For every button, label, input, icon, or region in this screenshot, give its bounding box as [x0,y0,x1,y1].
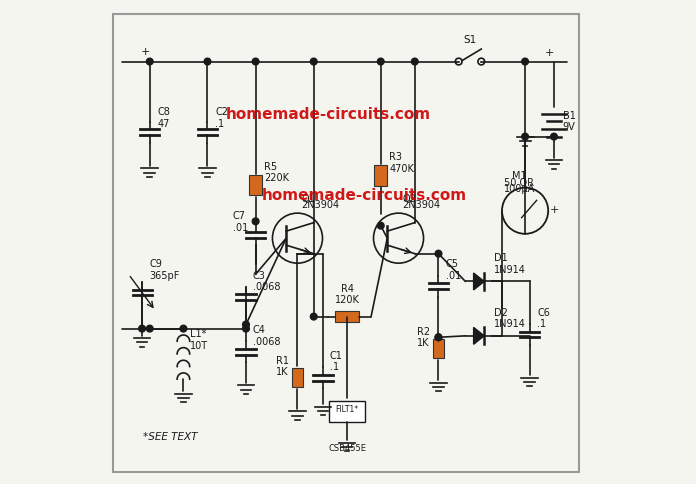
Text: 2N3904: 2N3904 [402,200,441,211]
Text: 50 OR: 50 OR [505,178,535,188]
Text: R4
120K: R4 120K [335,284,359,305]
Polygon shape [473,273,484,290]
Circle shape [435,334,442,341]
FancyBboxPatch shape [329,401,365,422]
FancyBboxPatch shape [335,311,358,322]
Text: C7
.01: C7 .01 [232,212,248,233]
Text: 100μA: 100μA [504,184,535,195]
Text: +: + [544,48,554,58]
Text: R1
1K: R1 1K [276,356,290,378]
Text: Q1: Q1 [301,194,315,204]
Circle shape [146,58,153,65]
Text: D1
1N914: D1 1N914 [494,253,526,275]
Text: R3
470K: R3 470K [389,152,414,174]
Circle shape [243,325,249,332]
Circle shape [146,325,153,332]
Text: S1: S1 [463,35,476,45]
Text: +: + [551,205,560,215]
Text: L1*
10T: L1* 10T [190,330,208,351]
Circle shape [435,334,442,341]
Circle shape [252,58,259,65]
Text: C4
.0068: C4 .0068 [253,325,280,347]
Text: C8
47: C8 47 [157,107,171,129]
Text: CSB455E: CSB455E [328,444,366,453]
FancyBboxPatch shape [433,339,444,359]
Text: homemade-circuits.com: homemade-circuits.com [226,107,430,122]
FancyBboxPatch shape [292,368,303,387]
Text: M1: M1 [512,171,527,182]
Circle shape [522,133,528,140]
Circle shape [522,58,528,65]
Circle shape [377,58,384,65]
Text: C6
.1: C6 .1 [537,307,550,329]
Circle shape [310,58,317,65]
Text: *SEE TEXT: *SEE TEXT [143,432,198,442]
Circle shape [435,250,442,257]
Text: R2
1K: R2 1K [418,327,430,348]
Text: C3
.0068: C3 .0068 [253,271,280,292]
Text: R5
220K: R5 220K [264,162,290,183]
Text: C5
.01: C5 .01 [445,259,461,281]
Circle shape [252,218,259,225]
Text: C9
365pF: C9 365pF [150,259,180,281]
Text: Q2: Q2 [402,194,416,204]
Text: 2N3904: 2N3904 [301,200,340,211]
Text: FILT1*: FILT1* [335,405,358,414]
Circle shape [551,133,557,140]
FancyBboxPatch shape [249,175,262,196]
Circle shape [180,325,187,332]
Text: +: + [141,47,150,57]
Text: C1
.1: C1 .1 [330,351,342,373]
Circle shape [377,222,384,229]
Text: C2
.1: C2 .1 [215,107,228,129]
FancyBboxPatch shape [374,166,387,186]
Text: homemade-circuits.com: homemade-circuits.com [262,188,466,203]
Text: D2
1N914: D2 1N914 [494,307,526,329]
Circle shape [204,58,211,65]
Polygon shape [473,327,484,344]
Circle shape [411,58,418,65]
Text: B1
9V: B1 9V [562,111,576,133]
Circle shape [139,325,145,332]
Circle shape [243,321,249,328]
Circle shape [310,313,317,320]
